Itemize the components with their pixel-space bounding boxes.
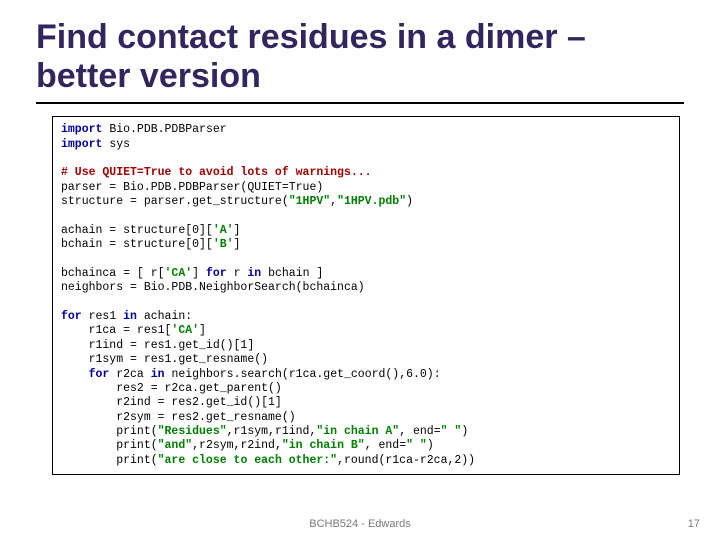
kw-import: import	[61, 138, 102, 151]
code-text: , end=	[399, 425, 440, 438]
code-text: r2ind = res2.get_id()[1]	[61, 396, 282, 409]
code-text: structure = parser.get_structure(	[61, 195, 289, 208]
footer-text: BCHB524 - Edwards	[0, 518, 720, 530]
kw-import: import	[61, 123, 102, 136]
code-text: )	[427, 439, 434, 452]
kw-in: in	[247, 267, 261, 280]
code-string: " "	[406, 439, 427, 452]
kw-in: in	[123, 310, 137, 323]
title-rule	[36, 102, 684, 104]
code-text: res1	[82, 310, 123, 323]
code-string: 'CA'	[171, 324, 199, 337]
code-string: "in chain A"	[316, 425, 399, 438]
code-text: ]	[199, 324, 206, 337]
code-string: 'CA'	[165, 267, 193, 280]
code-text: , end=	[365, 439, 406, 452]
kw-in: in	[151, 368, 165, 381]
code-text: r2ca	[109, 368, 150, 381]
code-comment: # Use QUIET=True to avoid lots of warnin…	[61, 166, 372, 179]
slide: Find contact residues in a dimer – bette…	[0, 0, 720, 540]
code-text: bchain ]	[261, 267, 323, 280]
code-text: r	[227, 267, 248, 280]
code-text: ,r1sym,r1ind,	[227, 425, 317, 438]
code-text: )	[461, 425, 468, 438]
code-block: import Bio.PDB.PDBParser import sys # Us…	[52, 116, 680, 475]
code-text	[61, 368, 89, 381]
code-text: )	[406, 195, 413, 208]
code-text: r1sym = res1.get_resname()	[61, 353, 268, 366]
code-text: bchain = structure[0][	[61, 238, 213, 251]
code-text: res2 = r2ca.get_parent()	[61, 382, 282, 395]
code-text: ]	[234, 224, 241, 237]
code-text: ,round(r1ca-r2ca,2))	[337, 454, 475, 467]
code-text: achain:	[137, 310, 192, 323]
code-text: achain = structure[0][	[61, 224, 213, 237]
code-text: ,r2sym,r2ind,	[192, 439, 282, 452]
code-string: "are close to each other:"	[158, 454, 337, 467]
code-text: r2sym = res2.get_resname()	[61, 411, 296, 424]
code-text: bchainca = [ r[	[61, 267, 165, 280]
code-string: "1HPV.pdb"	[337, 195, 406, 208]
code-text: neighbors.search(r1ca.get_coord(),6.0):	[165, 368, 441, 381]
code-string: "1HPV"	[289, 195, 330, 208]
code-text: print(	[61, 425, 158, 438]
code-string: 'B'	[213, 238, 234, 251]
kw-for: for	[89, 368, 110, 381]
code-text: print(	[61, 454, 158, 467]
kw-for: for	[206, 267, 227, 280]
code-string: "in chain B"	[282, 439, 365, 452]
code-string: "Residues"	[158, 425, 227, 438]
slide-title: Find contact residues in a dimer – bette…	[36, 18, 684, 96]
code-text: r1ind = res1.get_id()[1]	[61, 339, 254, 352]
code-string: "and"	[158, 439, 193, 452]
code-text: ]	[192, 267, 206, 280]
code-string: " "	[441, 425, 462, 438]
code-text: parser = Bio.PDB.PDBParser(QUIET=True)	[61, 181, 323, 194]
code-text: print(	[61, 439, 158, 452]
code-string: 'A'	[213, 224, 234, 237]
code-text: sys	[102, 138, 130, 151]
page-number: 17	[688, 518, 700, 530]
code-text: ]	[234, 238, 241, 251]
code-text: Bio.PDB.PDBParser	[102, 123, 226, 136]
kw-for: for	[61, 310, 82, 323]
code-text: r1ca = res1[	[61, 324, 171, 337]
code-text: neighbors = Bio.PDB.NeighborSearch(bchai…	[61, 281, 365, 294]
